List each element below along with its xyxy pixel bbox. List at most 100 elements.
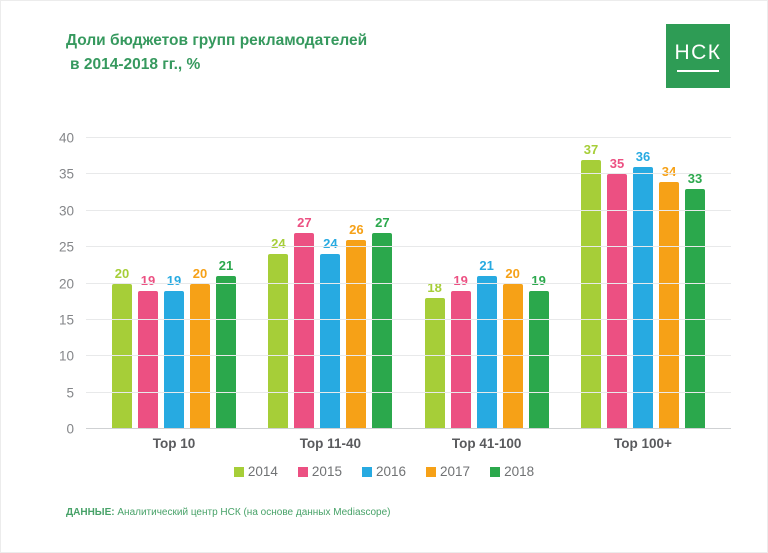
y-tick-label: 20: [58, 276, 74, 291]
bar-2015: [294, 232, 315, 429]
category-label: Top 10: [152, 436, 196, 451]
bar-2015: [606, 174, 627, 429]
bar-value-label: 27: [297, 214, 312, 230]
bar-wrap: 34: [658, 138, 679, 429]
category-labels: Top 10 Top 11-40 Top 41-100 Top 100+: [86, 436, 731, 451]
y-tick-label: 15: [58, 312, 74, 328]
bar-2017: [658, 181, 679, 429]
gridline: [86, 428, 731, 429]
legend-item: 2014: [233, 464, 278, 479]
legend-item: 2018: [490, 464, 534, 479]
bar-wrap: 24: [268, 138, 289, 429]
page-title-line2: в 2014-2018 гг., %: [70, 56, 201, 74]
bar-value-label: 19: [140, 272, 156, 288]
gridline: [86, 355, 731, 357]
bar-2018: [372, 232, 393, 429]
bar-groups: 20 19 19 20 21 24 27 24 26 27 18 19 21 20 19 37 35 36 34 33: [86, 138, 731, 429]
bar-2017: [190, 283, 210, 429]
gridline: [86, 282, 731, 284]
bar-value-label: 18: [427, 280, 442, 296]
bar-value-label: 33: [687, 170, 703, 186]
source-note-label: ДАННЫЕ:: [66, 507, 115, 518]
bar-value-label: 20: [192, 265, 208, 281]
legend-swatch: [297, 466, 308, 477]
bar-group: 18 19 21 20 19: [424, 138, 549, 429]
source-note-text: Аналитический центр НСК (на основе данны…: [117, 507, 391, 518]
gridline: [86, 246, 731, 248]
legend-label: 2018: [504, 464, 535, 479]
source-note: ДАННЫЕ: Аналитический центр НСК (на осно…: [66, 507, 391, 518]
bar-wrap: 36: [632, 138, 653, 429]
legend-item: 2016: [361, 464, 407, 479]
bar-value-label: 19: [166, 272, 182, 288]
bar-wrap: 26: [346, 138, 367, 429]
bar-wrap: 35: [606, 138, 627, 429]
legend-label: 2015: [311, 464, 342, 479]
legend-label: 2016: [375, 464, 407, 479]
bar-wrap: 20: [190, 138, 210, 429]
bar-value-label: 21: [218, 258, 234, 274]
category-label: Top 11-40: [299, 436, 361, 451]
legend-swatch: [233, 466, 244, 477]
bar-2014: [580, 159, 601, 429]
bar-group: 24 27 24 26 27: [268, 138, 393, 429]
legend-item: 2015: [297, 464, 342, 479]
bar-value-label: 21: [479, 258, 494, 274]
y-tick-label: 35: [58, 166, 74, 182]
page-title: Доли бюджетов групп рекламодателей в 201…: [66, 29, 367, 77]
legend: 2014 2015 2016 2017 2018: [1, 464, 767, 479]
category-label: Top 100+: [614, 436, 672, 451]
bar-2014: [268, 254, 289, 429]
bar-wrap: 19: [164, 138, 184, 429]
bar-2016: [164, 290, 184, 429]
bar-2018: [528, 290, 549, 429]
gridline: [86, 318, 731, 320]
bar-wrap: 27: [372, 138, 393, 429]
bar-2016: [320, 254, 341, 429]
bar-2014: [112, 283, 132, 429]
bar-2015: [138, 290, 158, 429]
bar-wrap: 21: [216, 138, 236, 429]
y-tick-label: 10: [58, 348, 74, 364]
bar-2016: [476, 276, 497, 429]
bar-2017: [502, 283, 523, 429]
gridline: [86, 173, 731, 175]
bar-wrap: 37: [580, 138, 601, 429]
gridline: [86, 137, 731, 138]
bar-value-label: 27: [375, 214, 390, 230]
bar-2015: [450, 290, 471, 429]
bar-2014: [424, 298, 445, 429]
page-title-line1: Доли бюджетов групп рекламодателей: [66, 32, 368, 49]
bar-value-label: 37: [583, 141, 599, 157]
bar-value-label: 24: [323, 236, 338, 252]
bar-group: 20 19 19 20 21: [112, 138, 236, 429]
bar-value-label: 34: [661, 163, 677, 179]
bar-value-label: 19: [531, 272, 546, 288]
nsk-logo-text: НСК: [674, 40, 722, 64]
y-tick-label: 5: [66, 385, 74, 401]
bar-wrap: 24: [320, 138, 341, 429]
bar-value-label: 35: [609, 156, 625, 172]
y-tick-label: 25: [58, 239, 74, 255]
bar-value-label: 36: [635, 149, 651, 165]
bar-2016: [632, 167, 653, 429]
bar-wrap: 19: [138, 138, 158, 429]
bar-wrap: 19: [528, 138, 549, 429]
y-tick-label: 30: [58, 203, 74, 219]
legend-label: 2014: [247, 464, 278, 479]
bar-value-label: 24: [271, 236, 286, 252]
bar-value-label: 26: [349, 221, 364, 237]
y-tick-label: 40: [58, 130, 74, 146]
bar-wrap: 20: [502, 138, 523, 429]
bar-wrap: 27: [294, 138, 315, 429]
category-label: Top 41-100: [451, 436, 522, 451]
nsk-logo-underline: [677, 69, 719, 72]
bar-wrap: 20: [112, 138, 132, 429]
bar-2018: [684, 188, 705, 429]
legend-swatch: [426, 466, 437, 477]
bar-value-label: 20: [114, 265, 130, 281]
bar-group: 37 35 36 34 33: [580, 138, 705, 429]
bar-2018: [216, 276, 236, 429]
bar-wrap: 33: [684, 138, 705, 429]
